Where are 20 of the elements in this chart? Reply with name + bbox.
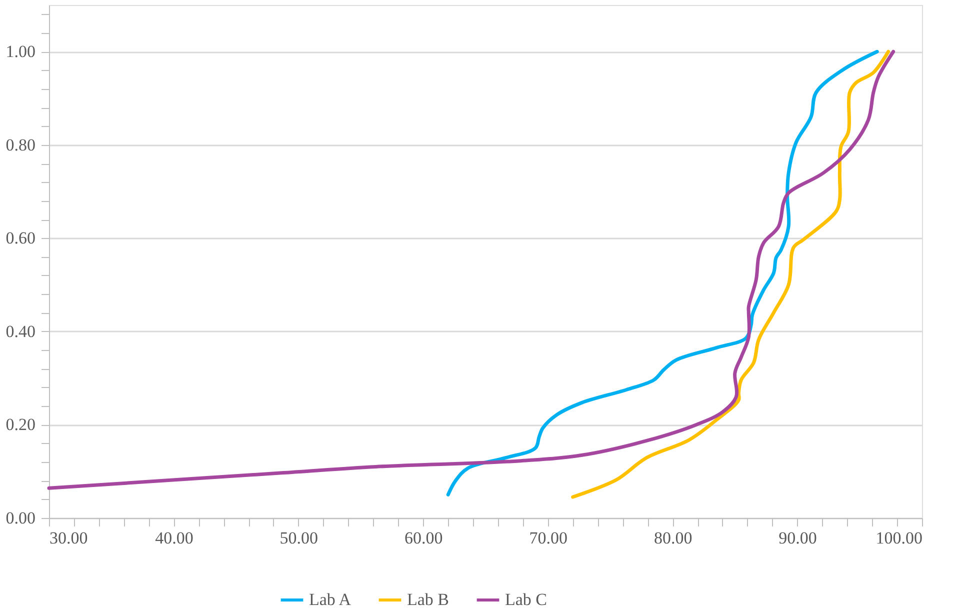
y-tick-label: 0.60 xyxy=(6,228,36,248)
x-tick-label: 30.00 xyxy=(50,528,88,548)
x-tick-label: 90.00 xyxy=(778,528,817,548)
x-tick-label: 50.00 xyxy=(280,528,318,548)
line-series xyxy=(571,50,890,499)
line-series xyxy=(446,50,879,496)
line-series xyxy=(47,50,896,490)
x-tick-label: 100.00 xyxy=(876,528,922,548)
legend-label: Lab A xyxy=(309,590,352,608)
y-tick-label: 0.00 xyxy=(6,508,36,528)
y-tick-label: 0.40 xyxy=(6,322,36,341)
legend-label: Lab B xyxy=(407,590,450,608)
x-tick-label: 80.00 xyxy=(654,528,692,548)
x-tick-label: 60.00 xyxy=(404,528,443,548)
y-tick-label: 1.00 xyxy=(6,42,36,62)
y-tick-label: 0.80 xyxy=(6,135,36,154)
x-tick-label: 40.00 xyxy=(155,528,194,548)
legend-label: Lab C xyxy=(505,590,548,608)
x-tick-label: 70.00 xyxy=(529,528,568,548)
y-tick-label: 0.20 xyxy=(6,415,36,434)
